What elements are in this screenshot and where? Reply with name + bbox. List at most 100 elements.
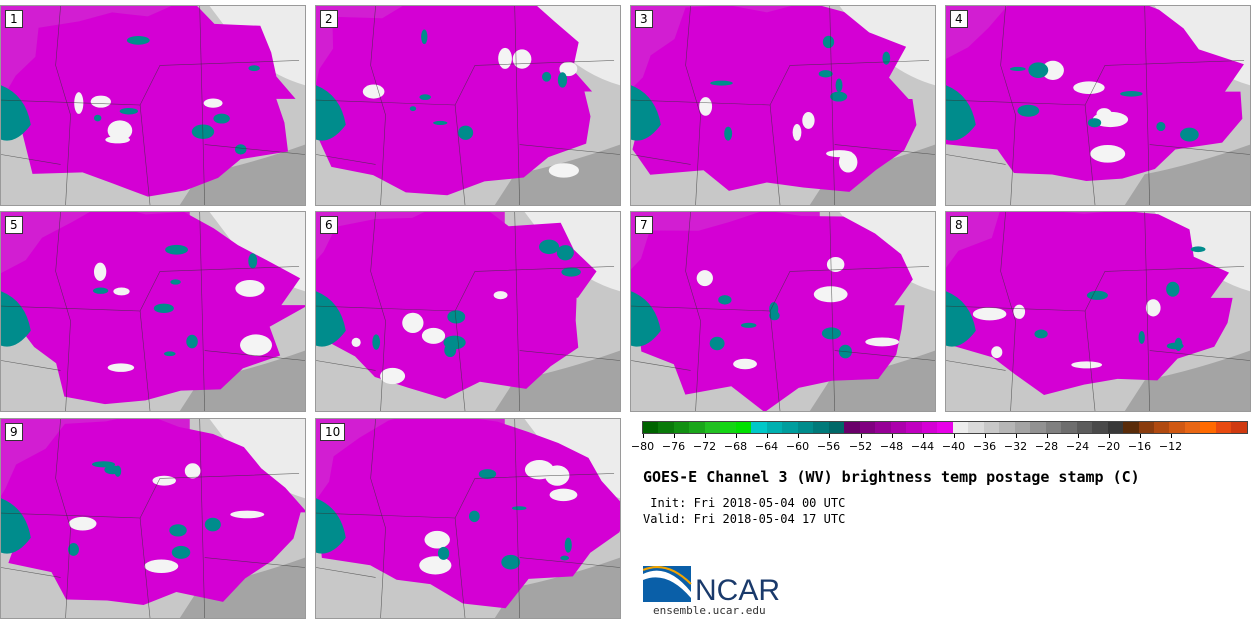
cold-cloud-cell [119,107,138,115]
clear-pocket [93,262,107,282]
colorbar-swatch [720,422,736,433]
colorbar-swatch [1215,422,1232,433]
cold-cloud-cell [68,543,79,556]
panel-number: 9 [5,423,23,441]
dry-region [1124,144,1250,205]
colorbar-tick [860,434,862,438]
clear-pocket [235,280,265,297]
state-boundary [370,6,386,205]
colorbar-tick [891,434,893,438]
panel-number: 4 [950,10,968,28]
clear-pocket [380,367,406,385]
satellite-map [1,6,305,205]
colorbar-tick [1139,434,1141,438]
clear-pocket [792,124,802,141]
clear-pocket [991,346,1003,359]
colorbar-tick-label: −40 [941,440,966,453]
clear-sky-region [209,419,305,499]
state-boundary [631,60,930,106]
cold-cloud-tops [946,85,976,141]
state-boundary [199,6,205,205]
init-time: Init: Fri 2018-05-04 00 UTC [643,496,846,510]
valid-time: Valid: Fri 2018-05-04 17 UTC [643,512,846,526]
colorbar-tick [797,434,799,438]
moisture-core [316,6,505,125]
cold-cloud-cell [1166,342,1184,350]
colorbar-swatch [890,422,907,433]
satellite-map [631,6,935,205]
cold-cloud-cell [718,295,732,305]
dry-region [1124,350,1250,411]
colorbar-swatch [875,422,891,433]
cold-cloud-cell [830,91,848,102]
colorbar-tick [1046,434,1048,438]
colorbar-swatch [1107,422,1124,433]
moisture-core [316,212,505,331]
state-boundary [199,419,205,618]
clear-pocket [144,559,179,573]
clear-pocket [972,307,1007,321]
dry-region [809,350,935,411]
colorbar-swatch [1231,422,1247,433]
colorbar-swatch [906,422,922,433]
stamp-panel-8: 8 [945,211,1251,412]
colorbar-swatch [1092,422,1108,433]
colorbar-swatch [1138,422,1154,433]
state-boundary [139,310,151,411]
colorbar-tick [828,434,830,438]
state-boundary [685,212,701,411]
colorbar-tick-label: −64 [754,440,779,453]
colorbar-swatch [1061,422,1077,433]
cold-cloud-cell [557,72,568,88]
clear-pocket [524,459,554,480]
colorbar-tick [642,434,644,438]
colorbar-tick [1170,434,1172,438]
clear-pocket [152,475,176,486]
cold-cloud-cell [1190,246,1206,253]
cold-cloud-cell [539,239,560,255]
state-boundary [829,212,835,411]
stamp-panel-5: 5 [0,211,306,412]
moisture-core [631,6,820,125]
colorbar-swatch [782,422,798,433]
cold-cloud-cell [126,35,150,45]
state-boundary [139,104,151,205]
colorbar-tick-label: −72 [692,440,717,453]
colorbar-swatch [1030,422,1046,433]
state-boundary [1084,310,1096,411]
cold-cloud-cell [835,78,843,93]
cold-cloud-cell [468,510,480,523]
panel-number: 5 [5,216,23,234]
state-boundary [1000,6,1016,205]
clear-pocket [498,47,512,69]
logo-arc [643,566,692,585]
colorbar-swatch [735,422,752,433]
cold-cloud-cell [447,310,466,324]
clear-pocket [865,337,900,347]
colorbar-swatch [673,422,690,433]
state-boundary [514,419,520,618]
colorbar-tick-label: −44 [910,440,935,453]
panel-number: 2 [320,10,338,28]
cold-cloud-cell [821,327,841,340]
cold-cloud-cell [818,70,833,78]
clear-pocket [1145,299,1161,317]
cold-cloud-cell [556,245,574,261]
cold-cloud-cell [1086,290,1108,300]
state-boundary [1084,104,1096,205]
cold-cloud-cell [458,125,474,140]
cold-cloud-cell [165,244,188,255]
cold-cloud-cell [444,343,457,358]
state-boundary [55,6,71,205]
state-boundary [316,473,615,519]
colorbar-tick [673,434,675,438]
cold-cloud-tops [946,291,976,347]
cold-cloud-cell [1017,104,1040,117]
clear-pocket [512,49,532,69]
clear-pocket [733,358,757,370]
cold-cloud-cell [1120,91,1143,97]
cold-cloud-cell [710,80,733,86]
state-boundary [1,154,61,165]
state-boundary [1144,212,1150,411]
colorbar-swatch [813,422,829,433]
